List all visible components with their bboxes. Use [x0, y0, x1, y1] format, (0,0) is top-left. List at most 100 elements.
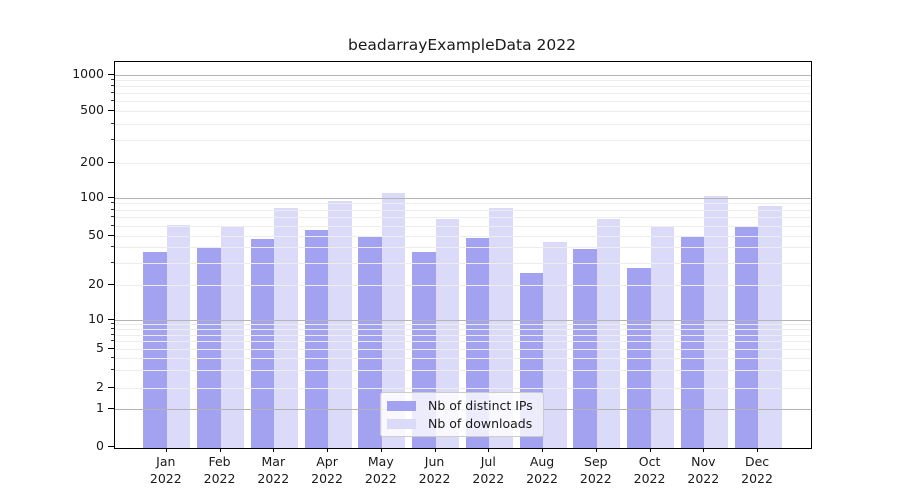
y-minor-tick	[111, 340, 114, 341]
y-minor-tick	[111, 202, 114, 204]
legend-label: Nb of distinct IPs	[428, 398, 533, 413]
x-axis-tick-label: Jan 2022	[149, 454, 182, 486]
x-axis-tick-label: Feb 2022	[203, 454, 236, 486]
y-minor-tick	[111, 369, 114, 371]
legend-entry-downloads: Nb of downloads	[387, 416, 543, 431]
gridline-minor	[115, 162, 811, 164]
gridline-minor	[115, 139, 811, 141]
y-axis-tick-label: 50	[88, 226, 104, 242]
gridline-minor	[115, 80, 811, 82]
y-axis-tick-label: 200	[80, 153, 104, 169]
gridline-minor	[115, 329, 811, 331]
bar-downloads-nov	[704, 195, 728, 448]
y-minor-tick	[111, 261, 114, 263]
y-minor-tick	[111, 138, 114, 140]
gridline-minor	[115, 247, 811, 249]
x-tick	[488, 448, 490, 452]
gridline-minor	[115, 324, 811, 326]
bar-downloads-jun	[435, 219, 460, 448]
bar-downloads-feb	[220, 227, 245, 448]
bar-downloads-dec	[758, 206, 782, 448]
gridline-minor	[115, 284, 811, 286]
y-axis-tick-label: 1	[96, 400, 104, 415]
gridline-minor	[115, 370, 811, 372]
y-minor-tick	[111, 85, 114, 87]
gridline-minor	[115, 111, 811, 112]
bar-downloads-oct	[650, 225, 675, 448]
legend-swatch-icon	[387, 400, 416, 411]
y-axis-tick-label: 2	[96, 378, 104, 394]
y-minor-tick	[111, 246, 114, 248]
legend-label: Nb of downloads	[428, 416, 533, 431]
gridline-minor	[115, 357, 811, 359]
x-tick	[595, 448, 597, 452]
y-tick	[108, 319, 114, 320]
y-axis-tick-label: 500	[80, 102, 104, 117]
y-minor-tick	[111, 333, 114, 335]
legend-swatch-icon	[387, 418, 416, 429]
bar-distinct-ips-jan	[143, 251, 167, 448]
bar-downloads-mar	[274, 208, 298, 448]
legend-entry-distinct-ips: Nb of distinct IPs	[387, 398, 543, 413]
y-axis-tick-label: 10	[88, 311, 104, 326]
bar-distinct-ips-nov	[680, 236, 705, 448]
gridline-minor	[115, 235, 811, 237]
y-minor-tick	[111, 92, 114, 94]
y-axis-tick-label: 100	[80, 188, 104, 204]
gridline-minor	[115, 334, 811, 336]
x-axis-tick-label: Nov 2022	[687, 454, 720, 486]
y-minor-tick	[111, 356, 114, 358]
y-tick	[108, 386, 114, 388]
bar-distinct-ips-feb	[197, 247, 221, 448]
gridline-minor	[115, 348, 811, 350]
y-tick	[108, 196, 114, 198]
y-minor-tick	[111, 328, 114, 330]
y-minor-tick	[111, 122, 114, 124]
x-tick	[703, 448, 705, 452]
x-axis-tick-label: Oct 2022	[633, 454, 666, 486]
bar-distinct-ips-dec	[734, 225, 759, 448]
legend: Nb of distinct IPs Nb of downloads	[380, 392, 544, 437]
y-axis-tick-label: 0	[96, 437, 104, 453]
x-tick	[649, 448, 651, 452]
x-tick	[380, 448, 382, 452]
x-axis-tick-label: Jul 2022	[472, 454, 505, 486]
x-tick	[327, 448, 329, 452]
y-tick	[108, 347, 114, 349]
gridline-minor	[115, 101, 811, 103]
gridline-minor	[115, 387, 811, 389]
gridline-major	[115, 320, 811, 321]
chart-title: beadarrayExampleData 2022	[348, 36, 576, 54]
y-tick	[108, 161, 114, 163]
gridline-minor	[115, 123, 811, 125]
x-tick	[219, 448, 221, 452]
gridline-minor	[115, 341, 811, 342]
x-tick	[542, 448, 544, 452]
x-axis-tick-label: Jun 2022	[418, 454, 451, 486]
y-minor-tick	[111, 100, 114, 102]
gridline-minor	[115, 93, 811, 95]
y-minor-tick	[111, 79, 114, 81]
gridline-minor	[115, 217, 811, 219]
y-minor-tick	[111, 208, 114, 210]
y-tick	[108, 408, 114, 409]
x-tick	[757, 448, 759, 452]
x-axis-tick-label: Apr 2022	[311, 454, 343, 486]
bar-distinct-ips-mar	[250, 238, 275, 448]
gridline-minor	[115, 203, 811, 205]
gridline-major	[115, 197, 811, 199]
y-tick	[108, 234, 114, 236]
gridline-minor	[115, 86, 811, 88]
x-axis-tick-label: Aug 2022	[526, 454, 558, 486]
gridline-major	[115, 74, 811, 76]
y-axis-tick-label: 1000	[72, 65, 104, 81]
plot-area	[114, 61, 812, 449]
y-tick	[108, 283, 114, 285]
x-axis-tick-label: Dec 2022	[741, 454, 773, 486]
x-axis-tick-label: May 2022	[364, 454, 397, 486]
gridline-minor	[115, 225, 811, 227]
x-axis-tick-label: Sep 2022	[579, 454, 612, 486]
y-minor-tick	[111, 224, 114, 226]
bar-distinct-ips-sep	[573, 248, 597, 448]
